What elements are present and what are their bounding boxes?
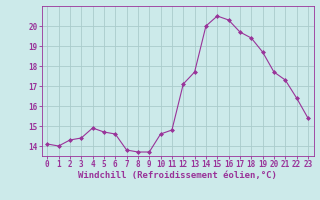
X-axis label: Windchill (Refroidissement éolien,°C): Windchill (Refroidissement éolien,°C)	[78, 171, 277, 180]
